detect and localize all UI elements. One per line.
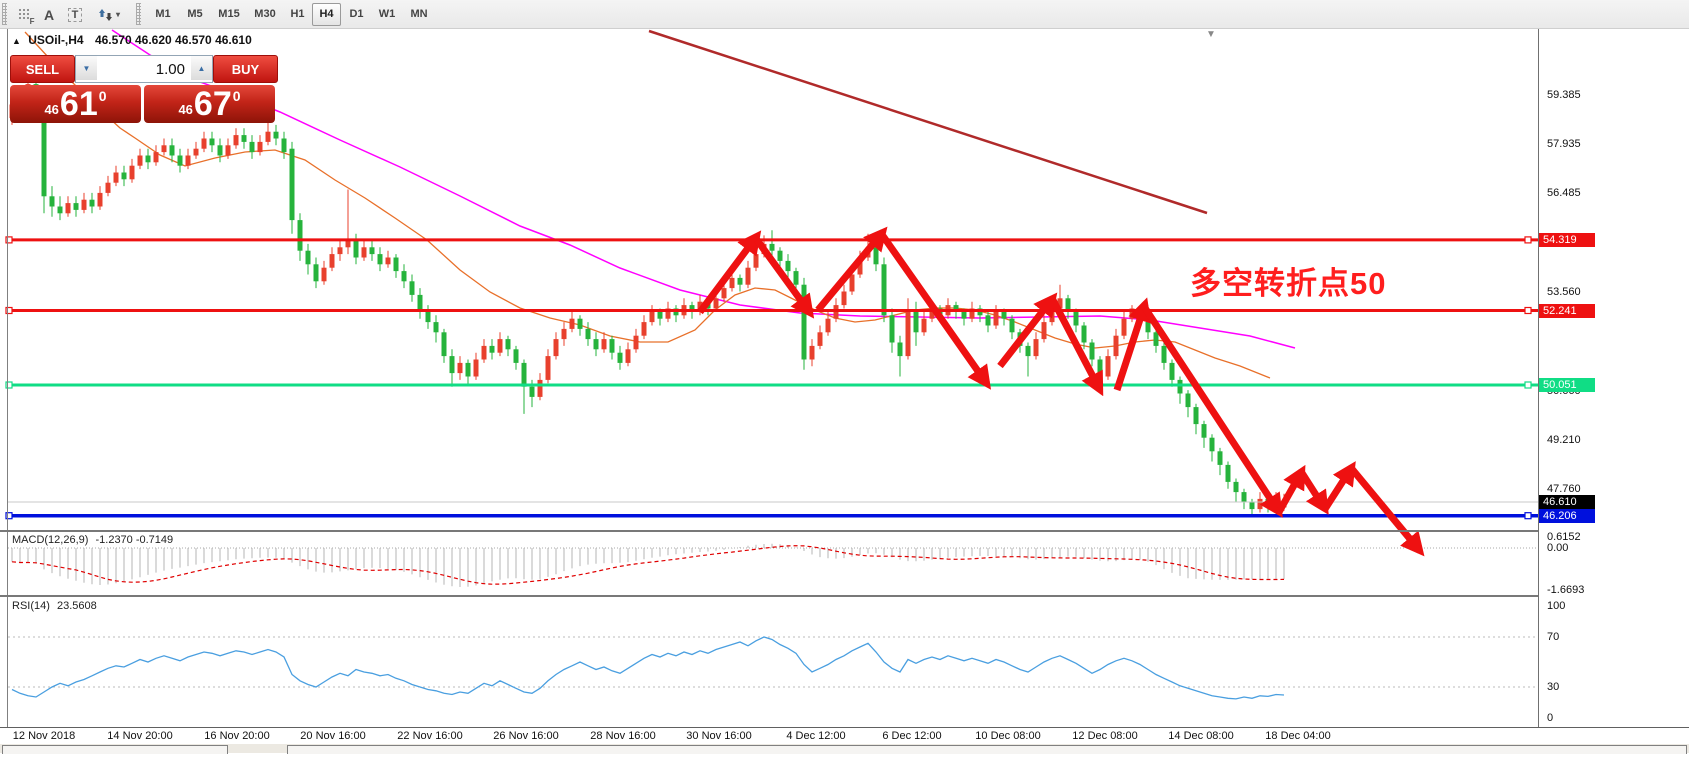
buy-price-point: 0 xyxy=(232,88,241,104)
minimized-window[interactable] xyxy=(2,745,228,754)
price-tick: 53.560 xyxy=(1547,286,1581,298)
axis-separator xyxy=(1538,28,1539,727)
rsi-axis-0: 0 xyxy=(1547,712,1554,724)
date-label: 22 Nov 16:00 xyxy=(397,730,463,742)
date-label: 20 Nov 16:00 xyxy=(300,730,366,742)
volume-increase-button[interactable]: ▲ xyxy=(191,56,212,80)
date-label: 18 Dec 04:00 xyxy=(1265,730,1331,742)
rsi-name: RSI(14) xyxy=(12,600,50,612)
sell-price-pips: 61 xyxy=(59,85,98,123)
arrows-icon xyxy=(98,8,112,21)
crosshair-grid-icon[interactable]: F xyxy=(11,3,37,26)
volume-decrease-button[interactable]: ▼ xyxy=(76,56,97,80)
date-label: 14 Nov 20:00 xyxy=(107,730,173,742)
tf-h1[interactable]: H1 xyxy=(290,8,305,20)
price-tick: 49.210 xyxy=(1547,434,1581,446)
volume-input[interactable] xyxy=(97,56,191,82)
support-price-tag: 50.051 xyxy=(1539,378,1595,392)
tf-m30[interactable]: M30 xyxy=(254,8,276,20)
rsi-axis-70: 70 xyxy=(1547,631,1560,643)
support-price-tag-blue: 46.206 xyxy=(1539,509,1595,523)
tf-d1[interactable]: D1 xyxy=(349,8,364,20)
macd-axis-min: -1.6693 xyxy=(1547,584,1585,596)
symbol-triangle-icon: ▲ xyxy=(12,36,21,46)
price-tick: 59.385 xyxy=(1547,89,1581,101)
rsi-pane-divider[interactable] xyxy=(0,595,1538,597)
bottom-window-strip xyxy=(0,744,1689,754)
price-tick: 47.760 xyxy=(1547,483,1581,495)
dashed-t-icon: T xyxy=(67,7,83,22)
ohlc-values: 46.570 46.620 46.570 46.610 xyxy=(94,33,252,47)
tf-w1[interactable]: W1 xyxy=(378,8,396,20)
symbol-name: USOil-,H4 xyxy=(28,33,84,47)
chart-shift-marker[interactable]: ▼ xyxy=(1206,29,1216,40)
one-click-trading-panel: SELL ▼ ▲ BUY 46 61 0 46 67 0 xyxy=(10,55,278,123)
rsi-value: 23.5608 xyxy=(56,600,97,612)
rsi-axis-30: 30 xyxy=(1547,681,1560,693)
date-label: 30 Nov 16:00 xyxy=(686,730,752,742)
buy-button[interactable]: BUY xyxy=(213,55,278,83)
buy-price-pips: 67 xyxy=(193,85,232,123)
macd-pane-divider[interactable] xyxy=(0,530,1538,532)
grid-dots-icon: F xyxy=(17,8,35,26)
macd-label: MACD(12,26,9) -1.2370 -0.7149 xyxy=(12,534,173,546)
tf-m5[interactable]: M5 xyxy=(187,8,203,20)
arrows-tool[interactable]: ▾ xyxy=(90,3,128,26)
date-label: 14 Dec 08:00 xyxy=(1168,730,1234,742)
sell-price-big-figure: 46 xyxy=(44,101,59,117)
date-label: 26 Nov 16:00 xyxy=(493,730,559,742)
date-label: 6 Dec 12:00 xyxy=(882,730,942,742)
resistance-price-tag: 54.319 xyxy=(1539,233,1595,247)
macd-name: MACD(12,26,9) xyxy=(12,534,89,546)
chart-title: ▲ USOil-,H4 46.570 46.620 46.570 46.610 xyxy=(12,33,252,47)
price-axis: 59.385 57.935 56.485 55.035 53.560 50.66… xyxy=(1539,28,1689,727)
rsi-label: RSI(14) 23.5608 xyxy=(12,600,97,612)
volume-box: ▼ ▲ xyxy=(75,55,213,83)
date-label: 10 Dec 08:00 xyxy=(975,730,1041,742)
toolbar-grip-2[interactable] xyxy=(136,3,141,25)
date-label: 16 Nov 20:00 xyxy=(204,730,270,742)
tf-m1[interactable]: M1 xyxy=(155,8,171,20)
sell-price-point: 0 xyxy=(98,88,107,104)
resistance-price-tag: 52.241 xyxy=(1539,304,1595,318)
minimized-window[interactable] xyxy=(287,745,1687,754)
macd-axis-max: 0.6152 xyxy=(1547,531,1581,543)
sell-button[interactable]: SELL xyxy=(10,55,75,83)
top-toolbar: F A T ▾ M1 M5 M15 M30 H1 H4 D1 W1 MN xyxy=(0,0,1689,29)
rsi-axis-100: 100 xyxy=(1547,600,1566,612)
sell-price-panel[interactable]: 46 61 0 xyxy=(10,85,141,123)
tf-h4-active[interactable]: H4 xyxy=(312,3,341,26)
tf-mn[interactable]: MN xyxy=(410,8,428,20)
text-label-tool[interactable]: A xyxy=(43,6,55,23)
macd-axis-zero: 0.00 xyxy=(1547,542,1569,554)
date-label: 12 Nov 2018 xyxy=(12,730,76,742)
window-border xyxy=(7,28,8,744)
date-label: 28 Nov 16:00 xyxy=(590,730,656,742)
chevron-down-icon: ▾ xyxy=(115,10,120,19)
annotation-text: 多空转折点50 xyxy=(1190,266,1387,301)
date-axis: 12 Nov 2018 14 Nov 20:00 16 Nov 20:00 20… xyxy=(0,727,1689,745)
date-label: 12 Dec 08:00 xyxy=(1072,730,1138,742)
tf-m15[interactable]: M15 xyxy=(218,8,240,20)
buy-price-panel[interactable]: 46 67 0 xyxy=(144,85,275,123)
price-tick: 57.935 xyxy=(1547,138,1581,150)
macd-values: -1.2370 -0.7149 xyxy=(95,534,174,546)
last-price-tag: 46.610 xyxy=(1539,495,1595,509)
toolbar-grip[interactable] xyxy=(2,3,7,25)
text-box-tool[interactable]: T xyxy=(62,3,88,26)
buy-price-big-figure: 46 xyxy=(178,101,193,117)
date-label: 4 Dec 12:00 xyxy=(786,730,846,742)
price-tick: 56.485 xyxy=(1547,187,1581,199)
